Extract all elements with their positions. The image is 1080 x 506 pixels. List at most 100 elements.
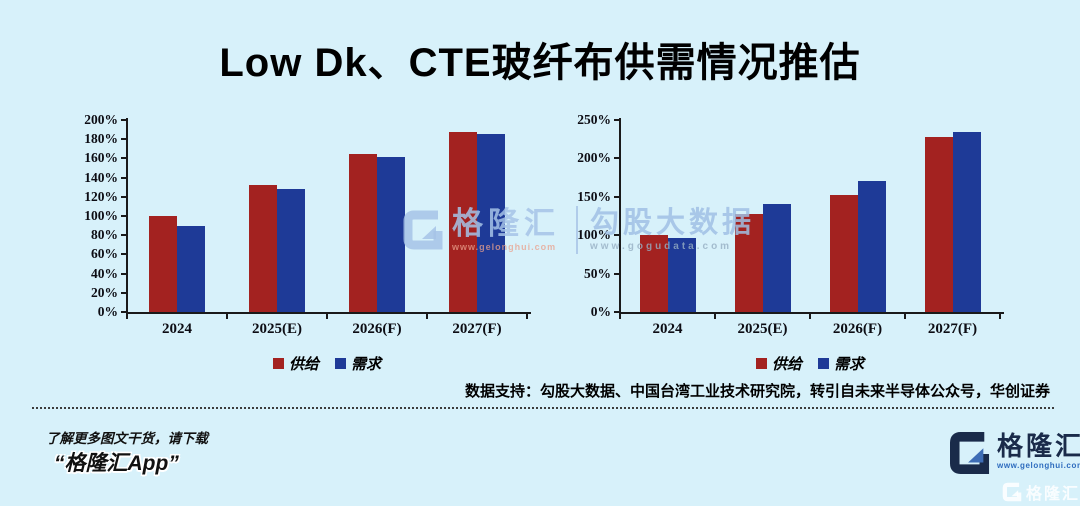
corner-watermark: 格隆汇 bbox=[1002, 480, 1080, 504]
x-category-label: 2024 bbox=[652, 321, 683, 337]
y-tick-mark bbox=[121, 176, 126, 179]
y-tick-label: 80% bbox=[91, 227, 118, 243]
x-tick-mark bbox=[714, 314, 716, 319]
supply-bar-2024 bbox=[639, 235, 668, 312]
dotted-divider bbox=[32, 407, 1054, 409]
y-tick-label: 200% bbox=[577, 150, 611, 166]
y-tick-label: 150% bbox=[577, 188, 611, 204]
legend-item: 供给 bbox=[755, 353, 802, 374]
demand-bar-2025(E) bbox=[277, 189, 305, 312]
y-axis-line bbox=[619, 118, 621, 312]
x-category-label: 2024 bbox=[162, 321, 192, 337]
y-tick-mark bbox=[121, 291, 126, 294]
demand-bar-2026(F) bbox=[377, 157, 405, 312]
y-tick-mark bbox=[614, 195, 619, 198]
right-supply-demand-chart: 0% 50% 100% 150% 200% 250% 2024 2025(E) 2026(F) 2… bbox=[560, 112, 1045, 375]
y-tick-mark bbox=[121, 157, 126, 160]
x-category-label: 2027(F) bbox=[927, 321, 978, 337]
data-source-note: 数据支持：勾股大数据、中国台湾工业技术研究院，转引自未来半导体公众号，华创证券 bbox=[464, 383, 1050, 400]
y-tick-mark bbox=[121, 215, 126, 217]
y-tick-mark bbox=[121, 253, 126, 256]
demand-bar-2025(E) bbox=[762, 203, 791, 312]
gelonghui-logo: 格隆汇 www.gelonghui.com bbox=[950, 432, 1080, 474]
y-tick-label: 0% bbox=[97, 304, 118, 319]
demand-bar-2027(F) bbox=[477, 134, 505, 312]
left-supply-demand-chart: 0% 20% 40% 60% 80% 100% 120% 140% 160% 180% 200% 20… bbox=[40, 112, 545, 375]
legend-swatch bbox=[335, 358, 346, 369]
x-category-label: 2027(F) bbox=[452, 321, 502, 337]
demand-bar-2027(F) bbox=[952, 131, 981, 312]
supply-bar-2027(F) bbox=[449, 131, 477, 312]
supply-bar-2025(E) bbox=[249, 185, 277, 312]
legend-item: 供给 bbox=[272, 353, 319, 374]
legend-swatch bbox=[818, 358, 829, 369]
y-tick-label: 180% bbox=[84, 131, 118, 147]
supply-bar-2024 bbox=[149, 216, 177, 312]
x-tick-mark bbox=[326, 314, 328, 319]
x-category-label: 2025(E) bbox=[737, 321, 788, 337]
x-tick-mark bbox=[126, 314, 128, 319]
y-tick-mark bbox=[614, 311, 619, 313]
y-tick-label: 60% bbox=[91, 246, 118, 262]
x-category-label: 2026(F) bbox=[832, 321, 883, 337]
x-tick-mark bbox=[999, 314, 1001, 319]
y-tick-mark bbox=[121, 138, 126, 141]
y-tick-label: 100% bbox=[577, 227, 611, 243]
x-category-label: 2025(E) bbox=[252, 321, 302, 337]
page-title: Low Dk、CTE玻纤布供需情况推估 bbox=[219, 41, 861, 85]
legend-item: 需求 bbox=[818, 353, 864, 374]
y-tick-label: 140% bbox=[84, 169, 118, 185]
y-tick-mark bbox=[121, 234, 126, 237]
y-tick-label: 50% bbox=[584, 265, 611, 281]
y-tick-label: 200% bbox=[84, 112, 118, 127]
demand-bar-2024 bbox=[177, 225, 205, 312]
supply-bar-2026(F) bbox=[349, 153, 377, 312]
legend-label: 供给 bbox=[771, 357, 802, 373]
x-tick-mark bbox=[526, 314, 528, 319]
y-tick-mark bbox=[121, 272, 126, 275]
supply-bar-2027(F) bbox=[924, 136, 953, 312]
chart-legend: 供给 需求 bbox=[127, 353, 527, 374]
legend-label: 需求 bbox=[351, 357, 382, 373]
y-tick-mark bbox=[614, 157, 619, 160]
x-axis-line bbox=[619, 312, 1004, 314]
corner-watermark-text: 格隆汇 bbox=[1026, 486, 1080, 503]
y-tick-label: 40% bbox=[91, 265, 118, 281]
y-tick-label: 100% bbox=[84, 208, 118, 223]
legend-item: 需求 bbox=[335, 353, 381, 374]
y-tick-mark bbox=[121, 311, 126, 313]
x-axis-line bbox=[126, 312, 531, 314]
y-tick-mark bbox=[121, 195, 126, 198]
x-tick-mark bbox=[226, 314, 228, 319]
y-axis-line bbox=[126, 118, 128, 312]
gelonghui-g-icon bbox=[950, 432, 990, 474]
promo-text: 了解更多图文干货，请下载 bbox=[46, 431, 208, 446]
x-category-label: 2026(F) bbox=[352, 321, 402, 337]
y-tick-label: 0% bbox=[590, 304, 611, 319]
y-tick-label: 120% bbox=[84, 188, 118, 204]
demand-bar-2026(F) bbox=[857, 181, 886, 312]
brand-name-text: 格隆汇 bbox=[997, 431, 1080, 461]
legend-swatch bbox=[272, 358, 284, 369]
chart-legend: 供给 需求 bbox=[620, 353, 1000, 374]
y-tick-mark bbox=[614, 119, 619, 121]
supply-bar-2025(E) bbox=[734, 214, 763, 312]
legend-swatch bbox=[755, 358, 767, 369]
promo-app-name: “格隆汇App” bbox=[54, 452, 179, 475]
legend-label: 供给 bbox=[288, 357, 319, 373]
x-tick-mark bbox=[904, 314, 906, 319]
y-tick-label: 250% bbox=[577, 112, 611, 127]
y-tick-label: 160% bbox=[84, 150, 118, 166]
x-tick-mark bbox=[426, 314, 428, 319]
y-tick-mark bbox=[614, 272, 619, 275]
x-tick-mark bbox=[809, 314, 811, 319]
legend-label: 需求 bbox=[834, 357, 865, 373]
supply-bar-2026(F) bbox=[829, 195, 858, 312]
x-tick-mark bbox=[619, 314, 621, 319]
y-tick-mark bbox=[614, 234, 619, 237]
y-tick-label: 20% bbox=[91, 284, 118, 300]
gelonghui-g-icon bbox=[1002, 482, 1022, 502]
demand-bar-2024 bbox=[667, 238, 696, 312]
y-tick-mark bbox=[121, 119, 126, 121]
brand-url-text: www.gelonghui.com bbox=[997, 461, 1080, 470]
